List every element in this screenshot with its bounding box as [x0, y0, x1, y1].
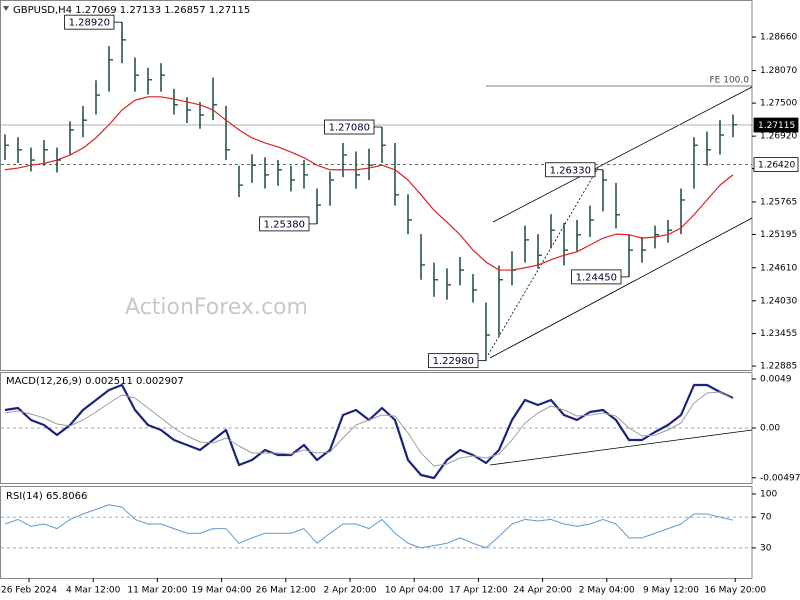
fe-label: FE 100.0 — [710, 75, 750, 85]
annotation-box — [428, 353, 479, 369]
annotation-label: 1.27080 — [329, 123, 370, 134]
x-tick-label: 10 Apr 04:00 — [385, 586, 444, 596]
y-tick-label: 1.28660 — [760, 32, 797, 42]
price-panel — [0, 0, 753, 371]
annotation-box — [545, 162, 596, 178]
y-tick-label: 1.25195 — [760, 230, 797, 240]
watermark: ActionForex.com — [125, 295, 308, 320]
projection-line — [487, 167, 599, 356]
chart-title: GBPUSD,H4 1.27069 1.27133 1.26857 1.2711… — [13, 5, 250, 16]
y-tick-label: 1.26920 — [760, 132, 797, 142]
x-tick-label: 19 Mar 04:00 — [192, 586, 252, 596]
y-tick-label: 70 — [760, 513, 772, 523]
annotation-label: 1.28920 — [69, 18, 110, 29]
x-tick-label: 2 Apr 20:00 — [324, 586, 377, 596]
annotation-label: 1.22980 — [433, 356, 474, 367]
y-tick-label: 1.28070 — [760, 66, 797, 76]
y-tick-label: 0.00 — [760, 424, 780, 434]
annotation-box — [64, 14, 115, 30]
y-tick-label: 0.0049 — [760, 375, 792, 385]
annotation-label: 1.26330 — [550, 165, 591, 176]
x-tick-label: 2 May 04:00 — [579, 586, 635, 596]
macd-title: MACD(12,26,9) 0.002511 0.002907 — [6, 376, 184, 387]
y-tick-label: 1.24610 — [760, 263, 797, 273]
indicator-line — [4, 391, 734, 467]
price-line-label-box — [753, 157, 799, 173]
x-tick-label: 26 Feb 2024 — [1, 586, 57, 596]
x-tick-label: 11 Mar 20:00 — [127, 586, 187, 596]
rsi-title: RSI(14) 65.8066 — [6, 491, 87, 502]
price-line-label: 1.26420 — [758, 161, 795, 171]
annotation-label: 1.25380 — [264, 219, 305, 230]
macd-trendline — [489, 429, 753, 466]
price-line-label: 1.27115 — [758, 121, 795, 131]
rsi-panel — [0, 486, 753, 579]
x-tick-label: 17 Apr 12:00 — [449, 586, 508, 596]
moving-average — [4, 96, 734, 271]
y-tick-label: 1.27500 — [760, 99, 797, 109]
x-tick-label: 16 May 20:00 — [704, 586, 766, 596]
indicator-line — [4, 504, 734, 549]
x-tick-label: 24 Apr 20:00 — [513, 586, 572, 596]
y-tick-label: 1.23455 — [760, 329, 797, 339]
y-tick-label: 1.22885 — [760, 362, 797, 372]
price-line-label-box — [753, 117, 799, 133]
y-tick-label: -0.004978 — [760, 473, 800, 483]
x-tick-label: 4 Mar 12:00 — [66, 586, 121, 596]
annotation-box — [259, 216, 310, 232]
y-tick-label: 30 — [760, 543, 772, 553]
symbol-icon — [3, 6, 9, 11]
x-tick-label: 9 May 12:00 — [643, 586, 699, 596]
y-tick-label: 1.25765 — [760, 197, 797, 207]
annotation-box — [324, 119, 375, 135]
y-tick-label: 100 — [760, 490, 777, 500]
x-tick-label: 26 Mar 12:00 — [256, 586, 316, 596]
channel-upper — [492, 86, 753, 223]
indicator-line — [4, 383, 734, 480]
channel-lower — [489, 217, 753, 359]
y-tick-label: 1.24030 — [760, 296, 797, 306]
annotation-label: 1.24450 — [576, 272, 617, 283]
annotation-box — [571, 269, 622, 285]
